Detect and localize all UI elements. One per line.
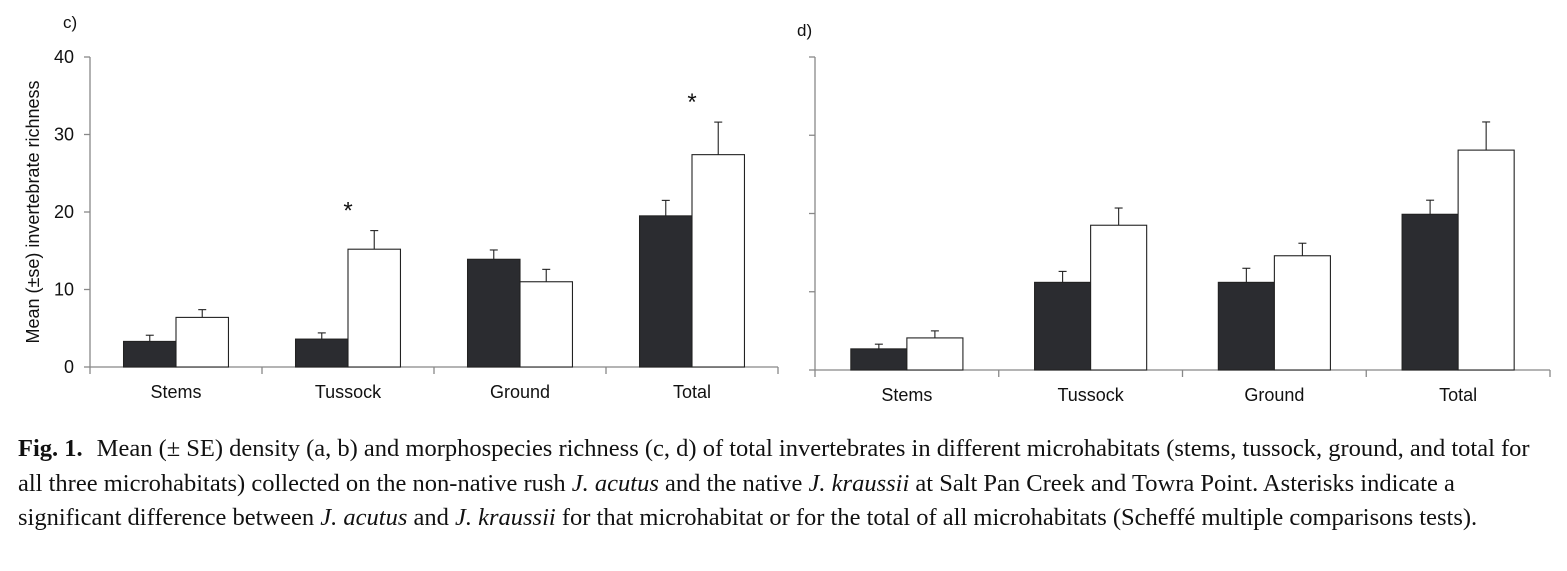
panel-1-bar-series-2 — [519, 281, 574, 368]
caption-text-5: for that microhabitat or for the total o… — [555, 504, 1478, 531]
panel-1-category-label: Ground — [490, 382, 550, 402]
panel-2-bar-series-2 — [1090, 224, 1148, 371]
panel-2-category-label: Total — [1439, 385, 1477, 405]
panel-2-label: d) — [797, 21, 812, 40]
panel-1-y-tick-label: 40 — [54, 47, 74, 67]
caption-text-2: and the native — [658, 469, 809, 497]
panel-1-category-label: Tussock — [315, 382, 382, 402]
figure: c) 0 10 20 30 40 Mean (±se) invertebrate richn… — [23, 13, 1551, 405]
figure-caption: Fig. 1. Mean (± SE) density (a, b) and mo… — [18, 432, 1553, 536]
caption-species-4: J. kraussii — [454, 504, 556, 531]
panel-1-bar-series-1 — [294, 338, 349, 368]
panel-1-category-label: Total — [673, 382, 711, 402]
caption-text-4: and — [407, 504, 455, 531]
caption-species-1: J. acutus — [571, 469, 659, 497]
panel-2-bar-series-1 — [850, 348, 908, 371]
panel-2-bar-series-1 — [1034, 281, 1092, 371]
panel-2-category-label: Ground — [1244, 385, 1304, 405]
panel-1-bar-series-2 — [175, 316, 230, 368]
panel-1-y-tick-label: 10 — [54, 280, 74, 300]
panel-1-category-label: Stems — [150, 382, 201, 402]
panel-2-category-label: Stems — [881, 385, 932, 405]
panel-1-bar-series-1 — [638, 215, 693, 368]
panel-1-y-tick-label: 0 — [64, 357, 74, 377]
caption-text-1: Mean (± SE) density (a, b) and morphospe… — [18, 435, 1530, 497]
panel-2-bar-series-2 — [1457, 149, 1515, 371]
panel-2-bar-series-2 — [1273, 255, 1331, 371]
panel-1-significance-marker: * — [343, 198, 352, 225]
panel-1-significance-marker: * — [687, 89, 696, 116]
panel-1-bar-series-2 — [347, 248, 402, 368]
caption-label: Fig. 1. — [18, 435, 83, 462]
panel-1-bar-series-1 — [122, 340, 177, 368]
panel-2-bar-series-1 — [1217, 281, 1275, 371]
caption-text-3: at Salt Pan Creek and Towra Point. Aster… — [18, 469, 1455, 532]
panel-2-bar-series-1 — [1401, 213, 1459, 371]
caption-species-2: J. kraussii — [808, 469, 910, 497]
panel-1-y-axis-label: Mean (±se) invertebrate richness — [23, 81, 43, 344]
panel-1-bar-series-1 — [466, 258, 521, 368]
panel-1-y-tick-label: 20 — [54, 202, 74, 222]
panel-1-y-tick-label: 30 — [54, 125, 74, 145]
panel-2-bar-series-2 — [906, 337, 964, 371]
caption-species-3: J. acutus — [320, 504, 408, 531]
panel-1-bar-series-2 — [691, 154, 746, 368]
panel-1-label: c) — [63, 13, 77, 32]
panel-2-category-label: Tussock — [1057, 385, 1124, 405]
